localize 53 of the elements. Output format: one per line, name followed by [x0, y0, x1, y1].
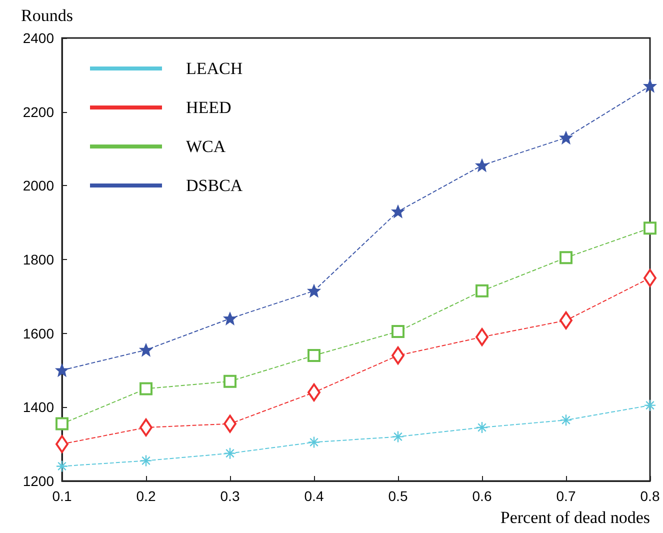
point	[140, 454, 152, 467]
point	[392, 346, 404, 364]
point	[560, 311, 572, 330]
point	[56, 417, 68, 430]
point	[308, 284, 320, 297]
point	[644, 80, 656, 92]
x-tick-label: 0.2	[136, 488, 156, 504]
y-tick-label: 2400	[22, 30, 54, 46]
point	[224, 312, 236, 325]
x-axis-title: Percent of dead nodes	[500, 508, 650, 527]
point	[224, 414, 236, 433]
point	[476, 159, 488, 172]
y-axis-title: Rounds	[21, 6, 73, 25]
point	[560, 132, 572, 144]
point	[224, 447, 236, 460]
point	[644, 399, 656, 412]
legend-label: LEACH	[186, 59, 243, 78]
point	[56, 460, 68, 472]
point	[308, 383, 320, 402]
x-tick-label: 0.1	[52, 488, 72, 504]
point	[560, 251, 572, 264]
point	[644, 222, 656, 235]
legend-label: HEED	[186, 98, 232, 117]
point	[392, 205, 404, 218]
point	[56, 435, 68, 454]
point	[644, 268, 656, 287]
point	[308, 436, 320, 448]
x-tick-label: 0.4	[304, 488, 324, 504]
y-tick-label: 2200	[22, 104, 54, 120]
x-tick-label: 0.6	[472, 488, 492, 504]
point	[140, 418, 152, 436]
y-tick-label: 1600	[22, 325, 54, 342]
point	[56, 364, 68, 376]
point	[140, 382, 152, 396]
point	[392, 324, 404, 338]
point	[476, 328, 488, 346]
y-tick-label: 1800	[22, 252, 54, 268]
x-tick-label: 0.5	[388, 488, 408, 504]
x-tick-label: 0.7	[556, 488, 576, 504]
point	[140, 344, 152, 356]
point	[224, 374, 236, 388]
y-tick-label: 2000	[22, 178, 54, 194]
point	[308, 348, 320, 362]
point	[476, 421, 488, 434]
y-tick-label: 1200	[22, 473, 54, 489]
x-tick-label: 0.3	[220, 488, 240, 504]
legend-label: DSBCA	[186, 176, 244, 195]
x-tick-label: 0.8	[640, 488, 660, 504]
y-tick-label: 1400	[22, 399, 54, 416]
point	[476, 284, 488, 298]
point	[560, 414, 572, 426]
point	[392, 430, 404, 443]
legend-label: WCA	[186, 137, 226, 156]
